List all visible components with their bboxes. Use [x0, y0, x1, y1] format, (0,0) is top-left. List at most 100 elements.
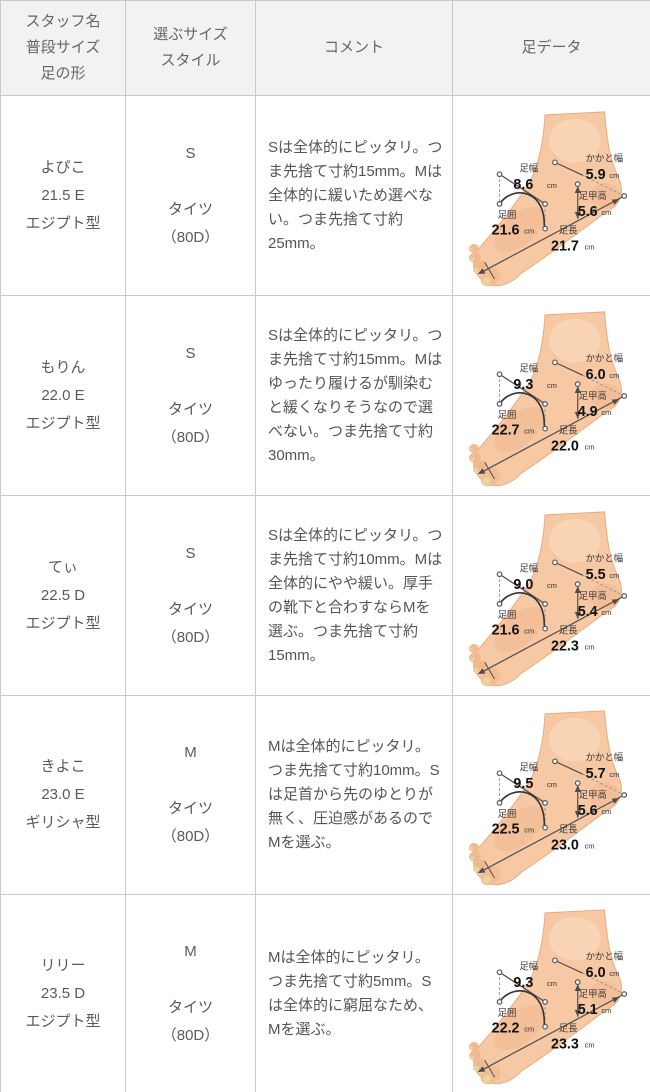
instep-height-value: 5.6	[577, 203, 597, 219]
instep-height-value: 5.1	[577, 1002, 597, 1018]
col-header-comment: コメント	[255, 0, 453, 96]
foot-length-unit: cm	[584, 242, 594, 251]
chosen-size-cell: S タイツ （80D）	[125, 95, 256, 296]
foot-photo	[466, 510, 627, 691]
heel-width-unit: cm	[609, 171, 619, 180]
table-header: スタッフ名 普段サイズ 足の形 選ぶサイズ スタイル コメント 足データ	[0, 0, 650, 96]
staff-name-cell: よぴこ 21.5 E エジプト型	[0, 95, 126, 296]
chosen-size-cell: M タイツ （80D）	[125, 894, 256, 1092]
heel-width-unit: cm	[609, 571, 619, 580]
chosen-size-cell: S タイツ （80D）	[125, 495, 256, 696]
heel-width-value: 6.0	[585, 367, 605, 383]
foot-data-cell: 足幅 9.3 cm かかと幅 6.0 cm 足甲高 4.9 cm 足囲 22.7…	[452, 295, 650, 496]
foot-length-unit: cm	[584, 442, 594, 451]
foot-length-value: 21.7	[551, 238, 579, 254]
chosen-size-cell: S タイツ （80D）	[125, 295, 256, 496]
foot-data-cell: 足幅 8.6 cm かかと幅 5.9 cm 足甲高 5.6 cm 足囲 21.6…	[452, 95, 650, 296]
foot-photo	[466, 310, 627, 491]
foot-length-unit: cm	[584, 841, 594, 850]
foot-measurement-figure: 足幅 9.0 cm かかと幅 5.5 cm 足甲高 5.4 cm 足囲 21.6…	[466, 510, 627, 691]
staff-name-cell: リリー 23.5 D エジプト型	[0, 894, 126, 1092]
foot-length-label: 足長	[558, 824, 577, 835]
table-row: リリー 23.5 D エジプト型 M タイツ （80D） Mは全体的にピッタリ。…	[0, 894, 650, 1092]
instep-height-label: 足甲高	[578, 988, 606, 999]
instep-height-value: 5.6	[577, 803, 597, 819]
col-header-size: 選ぶサイズ スタイル	[125, 0, 256, 96]
foot-girth-unit: cm	[524, 626, 534, 635]
comment-cell: Sは全体的にピッタリ。つま先捨て寸約15mm。Mはゆったり履けるが馴染むと緩くな…	[255, 295, 453, 496]
foot-girth-value: 21.6	[491, 622, 519, 638]
instep-height-unit: cm	[601, 207, 611, 216]
heel-width-value: 5.5	[585, 567, 605, 583]
instep-height-value: 5.4	[577, 603, 597, 619]
foot-data-cell: 足幅 9.0 cm かかと幅 5.5 cm 足甲高 5.4 cm 足囲 21.6…	[452, 495, 650, 696]
instep-height-unit: cm	[601, 607, 611, 616]
foot-girth-value: 21.6	[491, 222, 519, 238]
foot-width-value: 8.6	[513, 177, 533, 193]
foot-girth-unit: cm	[524, 226, 534, 235]
foot-girth-unit: cm	[524, 426, 534, 435]
foot-girth-value: 22.2	[491, 1021, 519, 1037]
foot-width-unit: cm	[547, 381, 557, 390]
heel-width-unit: cm	[609, 969, 619, 978]
staff-name-cell: もりん 22.0 E エジプト型	[0, 295, 126, 496]
heel-width-label: かかと幅	[585, 352, 623, 363]
foot-girth-label: 足囲	[497, 608, 516, 619]
foot-width-value: 9.5	[513, 776, 533, 792]
heel-width-label: かかと幅	[585, 751, 623, 762]
comment-cell: Sは全体的にピッタリ。つま先捨て寸約10mm。Mは全体的にやや緩い。厚手の靴下と…	[255, 495, 453, 696]
foot-photo	[466, 710, 627, 890]
col-header-foot: 足データ	[452, 0, 650, 96]
foot-length-label: 足長	[558, 1023, 577, 1034]
foot-girth-value: 22.5	[491, 822, 519, 838]
foot-length-label: 足長	[558, 224, 577, 235]
foot-girth-unit: cm	[524, 1025, 534, 1034]
instep-height-unit: cm	[601, 807, 611, 816]
foot-width-value: 9.0	[513, 577, 533, 593]
comment-cell: Mは全体的にピッタリ。つま先捨て寸約5mm。Sは全体的に窮屈なため、Mを選ぶ。	[255, 894, 453, 1092]
foot-width-label: 足幅	[519, 362, 538, 373]
foot-girth-label: 足囲	[497, 408, 516, 419]
foot-width-unit: cm	[547, 780, 557, 789]
foot-width-unit: cm	[547, 581, 557, 590]
foot-girth-value: 22.7	[491, 422, 519, 438]
instep-height-value: 4.9	[577, 403, 597, 419]
instep-height-label: 足甲高	[578, 789, 606, 800]
staff-name-cell: きよこ 23.0 E ギリシャ型	[0, 695, 126, 895]
comment-cell: Sは全体的にピッタリ。つま先捨て寸約15mm。Mは全体的に緩いため選べない。つま…	[255, 95, 453, 296]
comment-cell: Mは全体的にピッタリ。つま先捨て寸約10mm。Sは足首から先のゆとりが無く、圧迫…	[255, 695, 453, 895]
foot-width-value: 9.3	[513, 377, 533, 393]
foot-width-label: 足幅	[519, 960, 538, 971]
foot-measurement-figure: 足幅 8.6 cm かかと幅 5.9 cm 足甲高 5.6 cm 足囲 21.6…	[466, 110, 627, 291]
table-row: きよこ 23.0 E ギリシャ型 M タイツ （80D） Mは全体的にピッタリ。…	[0, 695, 650, 895]
foot-length-value: 23.0	[551, 837, 579, 853]
foot-girth-label: 足囲	[497, 808, 516, 819]
foot-photo	[466, 909, 627, 1089]
foot-length-value: 22.3	[551, 638, 579, 654]
foot-length-label: 足長	[558, 424, 577, 435]
foot-width-unit: cm	[547, 979, 557, 988]
foot-width-label: 足幅	[519, 562, 538, 573]
foot-length-unit: cm	[584, 1040, 594, 1049]
foot-width-label: 足幅	[519, 761, 538, 772]
heel-width-unit: cm	[609, 770, 619, 779]
instep-height-unit: cm	[601, 1006, 611, 1015]
foot-length-unit: cm	[584, 642, 594, 651]
heel-width-label: かかと幅	[585, 552, 623, 563]
heel-width-value: 5.9	[585, 167, 605, 183]
foot-data-cell: 足幅 9.5 cm かかと幅 5.7 cm 足甲高 5.6 cm 足囲 22.5…	[452, 695, 650, 895]
heel-width-label: かかと幅	[585, 152, 623, 163]
heel-width-label: かかと幅	[585, 950, 623, 961]
heel-width-value: 6.0	[585, 965, 605, 981]
foot-length-label: 足長	[558, 624, 577, 635]
foot-data-cell: 足幅 9.3 cm かかと幅 6.0 cm 足甲高 5.1 cm 足囲 22.2…	[452, 894, 650, 1092]
col-header-staff: スタッフ名 普段サイズ 足の形	[0, 0, 126, 96]
staff-name-cell: てぃ 22.5 D エジプト型	[0, 495, 126, 696]
table-row: よぴこ 21.5 E エジプト型 S タイツ （80D） Sは全体的にピッタリ。…	[0, 95, 650, 296]
foot-width-value: 9.3	[513, 975, 533, 991]
foot-measurement-figure: 足幅 9.3 cm かかと幅 6.0 cm 足甲高 4.9 cm 足囲 22.7…	[466, 310, 627, 491]
foot-measurement-figure: 足幅 9.3 cm かかと幅 6.0 cm 足甲高 5.1 cm 足囲 22.2…	[466, 909, 627, 1089]
foot-length-value: 23.3	[551, 1036, 579, 1052]
